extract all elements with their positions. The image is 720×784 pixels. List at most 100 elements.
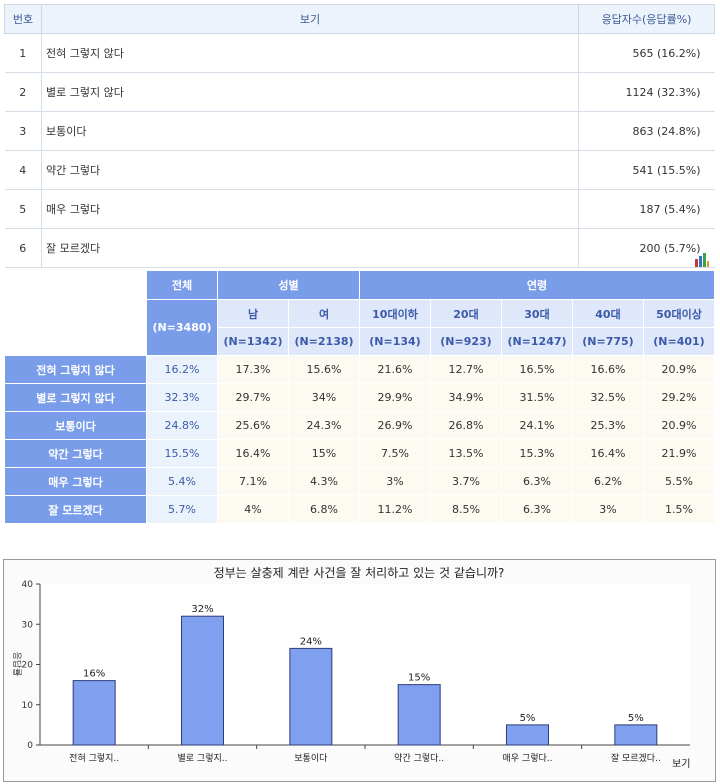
cross-row: 보통이다 24.8% 25.6% 24.3% 26.9% 26.8% 24.1% 25.3% 2… — [4, 411, 715, 440]
cross-total-cell: 5.7% — [146, 495, 218, 524]
bar-chart: 정부는 살충제 계란 사건을 잘 처리하고 있는 것 같습니까? 응답률 보기 … — [3, 559, 716, 782]
cross-cell: 32.5% — [572, 383, 644, 412]
answer-table-header: 번호 보기 응답자수(응답률%) — [4, 4, 715, 34]
subgroup-n: (N=1342) — [217, 327, 289, 356]
header-num: 번호 — [4, 4, 42, 34]
bar — [72, 680, 116, 746]
subgroup-n: (N=2138) — [288, 327, 360, 356]
x-tick-label: 약간 그렇다.. — [394, 752, 444, 764]
cross-cell: 1.5% — [643, 495, 715, 524]
answer-label: 보통이다 — [41, 111, 579, 151]
cross-cell: 3% — [572, 495, 644, 524]
cross-cell: 7.1% — [217, 467, 289, 496]
header-count: 응답자수(응답률%) — [578, 4, 715, 34]
subgroup-name: 20대 — [430, 299, 502, 328]
cross-cell: 6.8% — [288, 495, 360, 524]
bar — [614, 724, 658, 746]
bar — [289, 647, 333, 746]
bar-chart-icon[interactable] — [694, 253, 710, 267]
y-tick-label: 40 — [22, 580, 34, 590]
bar — [397, 684, 441, 746]
cross-total-cell: 16.2% — [146, 355, 218, 384]
cross-cell: 7.5% — [359, 439, 431, 468]
age-header: 연령 — [359, 270, 715, 300]
cross-cell: 17.3% — [217, 355, 289, 384]
cross-cell: 21.6% — [359, 355, 431, 384]
cross-cell: 4% — [217, 495, 289, 524]
cross-cell: 26.8% — [430, 411, 502, 440]
bar — [181, 615, 224, 746]
cross-row: 매우 그렇다 5.4% 7.1% 4.3% 3% 3.7% 6.3% 6.2% 5.5% — [4, 467, 715, 496]
corner-cell — [4, 270, 147, 356]
cross-cell: 15.6% — [288, 355, 360, 384]
subgroup-n: (N=775) — [572, 327, 644, 356]
x-tick-label: 전혀 그렇지.. — [69, 753, 119, 764]
subgroup-name: 30대 — [501, 299, 573, 328]
subgroup-name: 남 — [217, 299, 289, 328]
answer-label: 약간 그렇다 — [41, 150, 579, 190]
cross-cell: 16.4% — [217, 439, 289, 468]
cross-cell: 29.2% — [643, 383, 715, 412]
subgroup-n: (N=923) — [430, 327, 502, 356]
cross-cell: 8.5% — [430, 495, 502, 524]
bar-data-label: 24% — [300, 636, 322, 647]
cross-cell: 24.1% — [501, 411, 573, 440]
cross-row: 별로 그렇지 않다 32.3% 29.7% 34% 29.9% 34.9% 31.5% 32.… — [4, 383, 715, 412]
answer-count: 863 (24.8%) — [578, 111, 715, 151]
cross-table: 전체 성별 연령 (N=3480) 남 여 10대이하 20대 30대 40대 50대이상 … — [4, 270, 715, 524]
answer-table: 번호 보기 응답자수(응답률%) 1 전혀 그렇지 않다 565 (16.2%) 2 별… — [4, 4, 715, 268]
cross-row-label: 매우 그렇다 — [4, 467, 147, 496]
cross-cell: 29.7% — [217, 383, 289, 412]
cross-row: 잘 모르겠다 5.7% 4% 6.8% 11.2% 8.5% 6.3% 3% 1.5% — [4, 495, 715, 524]
answer-num: 1 — [4, 33, 42, 73]
cross-cell: 20.9% — [643, 355, 715, 384]
cross-cell: 11.2% — [359, 495, 431, 524]
answer-num: 5 — [4, 189, 42, 229]
x-tick-label: 잘 모르겠다.. — [611, 752, 661, 764]
bar-data-label: 15% — [408, 673, 430, 684]
cross-cell: 25.3% — [572, 411, 644, 440]
plot-area — [40, 584, 690, 745]
total-header: 전체 — [146, 270, 218, 300]
gender-header: 성별 — [217, 270, 360, 300]
cross-cell: 6.3% — [501, 467, 573, 496]
cross-cell: 3% — [359, 467, 431, 496]
cross-cell: 13.5% — [430, 439, 502, 468]
cross-cell: 20.9% — [643, 411, 715, 440]
cross-cell: 6.2% — [572, 467, 644, 496]
cross-cell: 29.9% — [359, 383, 431, 412]
x-axis-label: 보기 — [672, 758, 690, 770]
cross-total-cell: 24.8% — [146, 411, 218, 440]
subgroup-name-row: (N=3480) 남 여 10대이하 20대 30대 40대 50대이상 — [5, 299, 715, 356]
total-n: (N=3480) — [146, 299, 218, 356]
answer-num: 6 — [4, 228, 42, 268]
cross-cell: 31.5% — [501, 383, 573, 412]
header-option: 보기 — [41, 4, 579, 34]
cross-cell: 15.3% — [501, 439, 573, 468]
answer-label: 매우 그렇다 — [41, 189, 579, 229]
cross-cell: 6.3% — [501, 495, 573, 524]
cross-cell: 34% — [288, 383, 360, 412]
subgroup-n: (N=134) — [359, 327, 431, 356]
answer-label: 별로 그렇지 않다 — [41, 72, 579, 112]
cross-cell: 24.3% — [288, 411, 360, 440]
bar-data-label: 16% — [83, 669, 105, 680]
cross-total-cell: 32.3% — [146, 383, 218, 412]
cross-cell: 5.5% — [643, 467, 715, 496]
subgroup-name: 여 — [288, 299, 360, 328]
bar-data-label: 5% — [628, 713, 644, 724]
x-tick-label: 매우 그렇다.. — [503, 753, 553, 764]
cross-row-label: 보통이다 — [4, 411, 147, 440]
y-tick-label: 20 — [22, 661, 34, 671]
answer-label: 잘 모르겠다 — [41, 228, 579, 268]
cross-cell: 15% — [288, 439, 360, 468]
bar-data-label: 5% — [520, 713, 536, 724]
subgroup-name: 40대 — [572, 299, 644, 328]
chart-canvas: 정부는 살충제 계란 사건을 잘 처리하고 있는 것 같습니까? 응답률 보기 … — [11, 566, 690, 770]
cross-cell: 26.9% — [359, 411, 431, 440]
answer-count: 565 (16.2%) — [578, 33, 715, 73]
x-tick-label: 보통이다 — [294, 753, 328, 764]
answer-row: 1 전혀 그렇지 않다 565 (16.2%) — [4, 33, 715, 73]
answer-row: 2 별로 그렇지 않다 1124 (32.3%) — [4, 72, 715, 112]
cross-row: 약간 그렇다 15.5% 16.4% 15% 7.5% 13.5% 15.3% 16.4% 21… — [4, 439, 715, 468]
